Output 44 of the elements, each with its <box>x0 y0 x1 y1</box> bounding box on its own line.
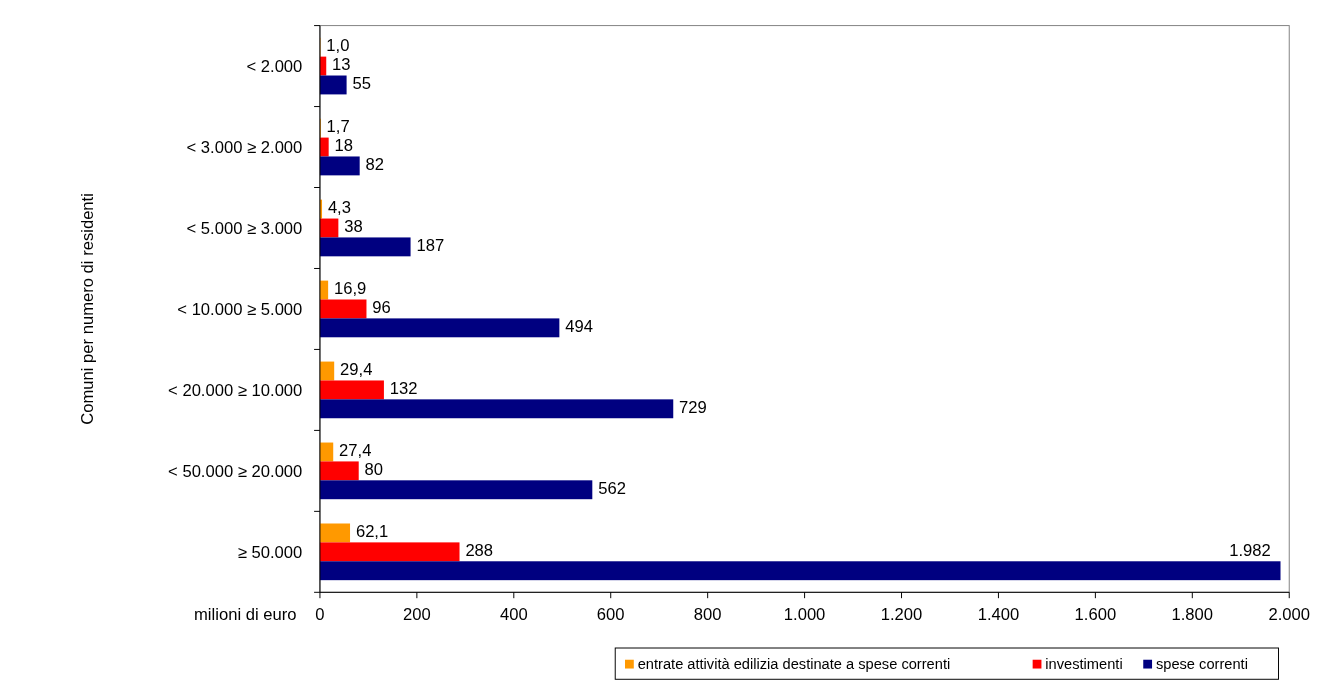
data-label: 4,3 <box>327 198 351 218</box>
x-axis-title: milioni di euro <box>194 604 297 624</box>
data-label: 27,4 <box>339 440 372 460</box>
legend-label: entrate attività edilizia destinate a spese correnti <box>637 655 951 672</box>
x-tick-label: 0 <box>315 604 325 624</box>
data-label: 187 <box>416 235 445 255</box>
data-label: 29,4 <box>340 359 373 379</box>
y-tick-label: < 3.000 ≥ 2.000 <box>186 137 303 157</box>
x-tick-label: 400 <box>499 604 528 624</box>
legend-label: spese correnti <box>1155 655 1248 672</box>
data-label: 562 <box>598 478 626 498</box>
data-label: 18 <box>334 135 354 155</box>
data-label: 13 <box>332 54 351 74</box>
data-label: 1,7 <box>326 117 350 137</box>
x-tick-label: 800 <box>693 604 722 624</box>
x-tick-label: 1.200 <box>880 604 923 624</box>
y-tick-label: < 5.000 ≥ 3.000 <box>186 218 303 238</box>
y-axis-title: Comuni per numero di residenti <box>78 193 98 425</box>
y-tick-label: < 2.000 <box>246 56 303 76</box>
y-tick-label: < 20.000 ≥ 10.000 <box>168 380 303 400</box>
data-label: 288 <box>465 540 494 560</box>
y-tick-label: < 10.000 ≥ 5.000 <box>177 299 303 319</box>
data-label: 16,9 <box>334 278 367 298</box>
x-tick-label: 1.800 <box>1171 604 1214 624</box>
x-tick-label: 1.400 <box>977 604 1020 624</box>
data-label: 80 <box>364 459 384 479</box>
data-label: 729 <box>679 397 707 417</box>
x-tick-label: 2.000 <box>1268 604 1311 624</box>
data-label: 1.982 <box>1229 540 1271 560</box>
x-tick-label: 1.000 <box>783 604 826 624</box>
x-tick-label: 1.600 <box>1074 604 1117 624</box>
data-label: 1,0 <box>326 36 350 56</box>
data-label: 96 <box>372 297 391 317</box>
legend-label: investimenti <box>1045 655 1123 672</box>
data-label: 55 <box>352 73 371 93</box>
x-tick-label: 600 <box>596 604 625 624</box>
x-tick-label: 200 <box>403 604 431 624</box>
data-label: 62,1 <box>355 521 389 541</box>
y-tick-label: < 50.000 ≥ 20.000 <box>168 461 303 481</box>
data-label: 494 <box>565 316 593 336</box>
data-label: 132 <box>389 378 418 398</box>
data-label: 38 <box>344 216 363 236</box>
data-label: 82 <box>365 154 385 174</box>
y-tick-label: ≥ 50.000 <box>237 542 303 562</box>
